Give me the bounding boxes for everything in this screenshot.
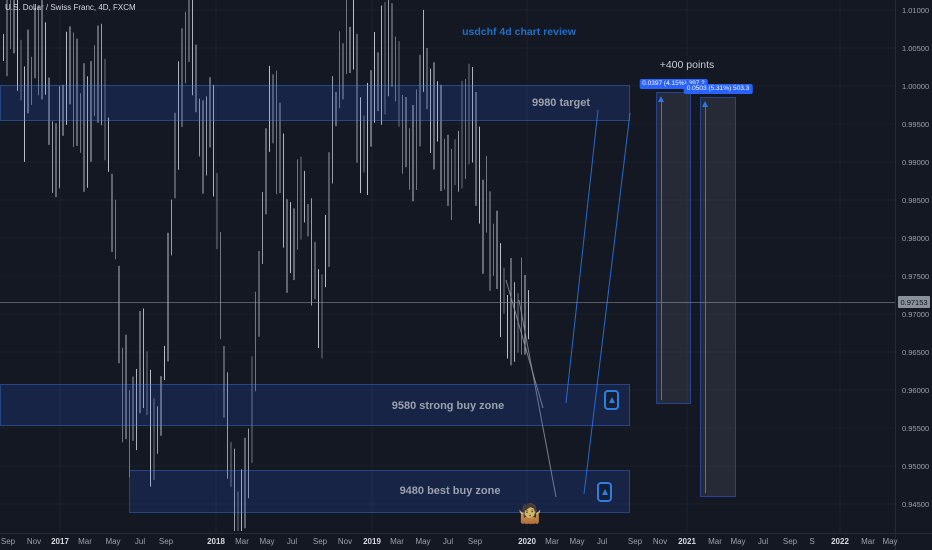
time-tick-label: Mar [235,537,249,546]
buy-marker-icon[interactable] [597,482,612,502]
time-tick-label: Sep [0,537,16,546]
zone-label: 9980 target [531,97,591,109]
trend-arrow-line[interactable] [505,279,544,409]
price-axis[interactable]: 0.97153 1.01000 1.00500 1.00000 0.99500 0.99… [895,0,932,550]
time-tick-label: Mar [390,537,404,546]
current-price-line [0,302,896,303]
price-tick-label: 0.96000 [902,386,930,395]
time-tick-label: Mar [708,537,722,546]
time-tick-label: 2018 [207,537,225,546]
trend-arrow-line[interactable] [565,109,599,404]
zone-9980-target[interactable] [0,85,630,121]
price-tick-label: 0.96500 [902,348,930,357]
time-tick-label: Jul [442,537,454,546]
current-price-tag: 0.97153 [898,296,930,308]
up-triangle-icon [601,489,608,495]
zone-9480-best-buy-zone[interactable] [129,470,630,513]
time-tick-label: Sep [467,537,483,546]
time-tick-label: S [809,537,815,546]
zone-label: 9580 strong buy zone [391,400,505,412]
range-arrowhead-icon [702,101,708,107]
time-tick-label: Jul [757,537,769,546]
price-tick-label: 0.97000 [902,310,930,319]
time-tick-label: Sep [627,537,643,546]
time-tick-label: 2022 [831,537,849,546]
price-tick-label: 0.95500 [902,424,930,433]
time-tick-label: Nov [652,537,668,546]
time-tick-label: Sep [782,537,798,546]
time-tick-label: May [259,537,275,546]
time-tick-label: May [569,537,585,546]
range-arrow-line [705,107,706,493]
time-tick-label: May [415,537,431,546]
time-tick-label: Sep [158,537,174,546]
price-tick-label: 0.98000 [902,234,930,243]
price-tick-label: 0.99500 [902,120,930,129]
chart-review-note[interactable]: usdchf 4d chart review [462,26,576,38]
price-tick-label: 1.00000 [902,82,930,91]
zone-9580-strong-buy-zone[interactable] [0,384,630,426]
price-tick-label: 1.00500 [902,44,930,53]
price-range-tool[interactable] [700,97,736,497]
time-tick-label: 2017 [51,537,69,546]
time-tick-label: Jul [134,537,146,546]
time-tick-label: Nov [337,537,353,546]
price-tick-label: 0.99000 [902,158,930,167]
price-range-tool[interactable] [656,92,691,404]
time-tick-label: 2021 [678,537,696,546]
trend-arrow-line[interactable] [583,112,631,495]
points-gain-note[interactable]: +400 points [659,59,715,71]
range-result-label: 0.0397 (4.15%) 397.2 [639,79,708,89]
range-result-label: 0.0503 (5.31%) 503.3 [683,84,753,94]
range-arrow-line [661,102,662,400]
time-tick-label: 2019 [363,537,381,546]
shrug-emoji-sticker[interactable]: 🤷 [518,504,542,525]
time-tick-label: Mar [78,537,92,546]
range-arrowhead-icon [658,96,664,102]
time-tick-label: Jul [286,537,298,546]
up-triangle-icon [608,397,615,403]
time-tick-label: May [730,537,746,546]
buy-marker-icon[interactable] [604,390,619,410]
price-tick-label: 0.94500 [902,500,930,509]
price-tick-label: 0.98500 [902,196,930,205]
price-tick-label: 0.95000 [902,462,930,471]
zone-label: 9480 best buy zone [399,485,501,497]
time-tick-label: Sep [312,537,328,546]
price-tick-label: 1.01000 [902,6,930,15]
time-tick-label: May [882,537,898,546]
time-tick-label: Mar [861,537,875,546]
time-axis[interactable]: Sep Nov 2017 Mar May Jul Sep 2018 Mar May Jul Sep No… [0,533,932,550]
price-tick-label: 0.97500 [902,272,930,281]
symbol-title[interactable]: U.S. Dollar / Swiss Franc, 4D, FXCM [5,3,136,12]
time-tick-label: Jul [596,537,608,546]
time-tick-label: 2020 [518,537,536,546]
time-tick-label: Nov [26,537,42,546]
trend-arrow-line[interactable] [518,299,557,498]
time-tick-label: May [105,537,121,546]
time-tick-label: Mar [545,537,559,546]
